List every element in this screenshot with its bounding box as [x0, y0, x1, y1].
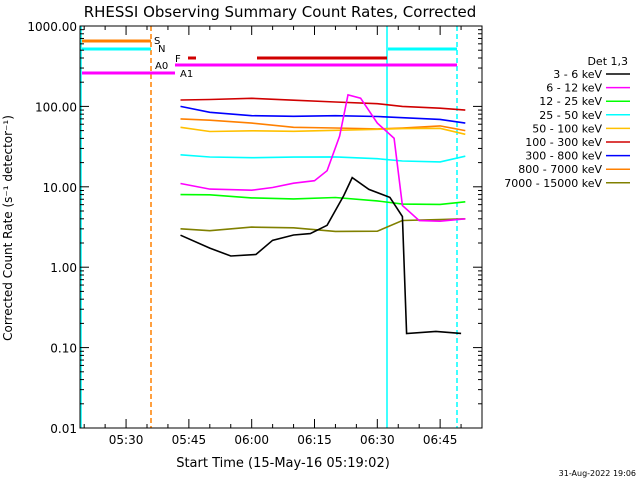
series-line-25to50kev	[180, 154, 466, 163]
y-tick-label: 10.00	[43, 181, 77, 195]
x-tick-label: 05:30	[109, 433, 144, 447]
x-tick-label: 05:45	[172, 433, 207, 447]
series-line-3to6kev	[180, 176, 462, 335]
legend-label: 6 - 12 keV	[546, 82, 602, 95]
legend-label: 25 - 50 keV	[539, 109, 602, 122]
series-line-12to25kev	[180, 193, 466, 206]
legend-label: 100 - 300 keV	[525, 136, 602, 149]
x-tick-label: 06:00	[234, 433, 269, 447]
series-line-6to12kev	[180, 93, 466, 223]
flag-label-a1: A1	[180, 69, 193, 80]
footer-timestamp: 31-Aug-2022 19:06	[559, 469, 636, 478]
y-tick-label: 1.00	[50, 261, 77, 275]
legend-label: 3 - 6 keV	[553, 68, 602, 81]
series-line-100to300kev	[180, 97, 466, 111]
flag-label-f: F	[175, 54, 181, 65]
y-tick-label: 0.01	[50, 422, 77, 436]
y-tick-label: 1000.00	[27, 20, 77, 34]
series-line-7000to15000kev	[180, 218, 466, 233]
legend-label: 50 - 100 keV	[532, 122, 602, 135]
legend-label: 300 - 800 keV	[525, 150, 602, 163]
flag-label-s: S	[154, 36, 160, 47]
plot-frame	[79, 25, 483, 429]
y-tick-label: 100.00	[35, 100, 77, 114]
y-axis-label: Corrected Count Rate (s⁻¹ detector⁻¹)	[1, 115, 15, 341]
flag-label-n: N	[158, 44, 165, 55]
x-tick-label: 06:30	[360, 433, 395, 447]
legend-label: 800 - 7000 keV	[518, 163, 602, 176]
legend-label: 12 - 25 keV	[539, 95, 602, 108]
y-tick-label: 0.10	[50, 342, 77, 356]
legend-label: 7000 - 15000 keV	[504, 177, 602, 190]
chart-title: RHESSI Observing Summary Count Rates, Co…	[84, 3, 477, 21]
series-line-300to800kev	[180, 105, 466, 124]
x-axis-label: Start Time (15-May-16 05:19:02)	[176, 456, 390, 471]
x-tick-label: 06:15	[297, 433, 332, 447]
series-line-800to7000kev	[180, 118, 466, 132]
series-line-50to100kev	[180, 126, 466, 136]
flag-label-a0: A0	[155, 61, 168, 72]
legend-title: Det 1,3	[587, 55, 628, 68]
x-tick-label: 06:45	[423, 433, 458, 447]
